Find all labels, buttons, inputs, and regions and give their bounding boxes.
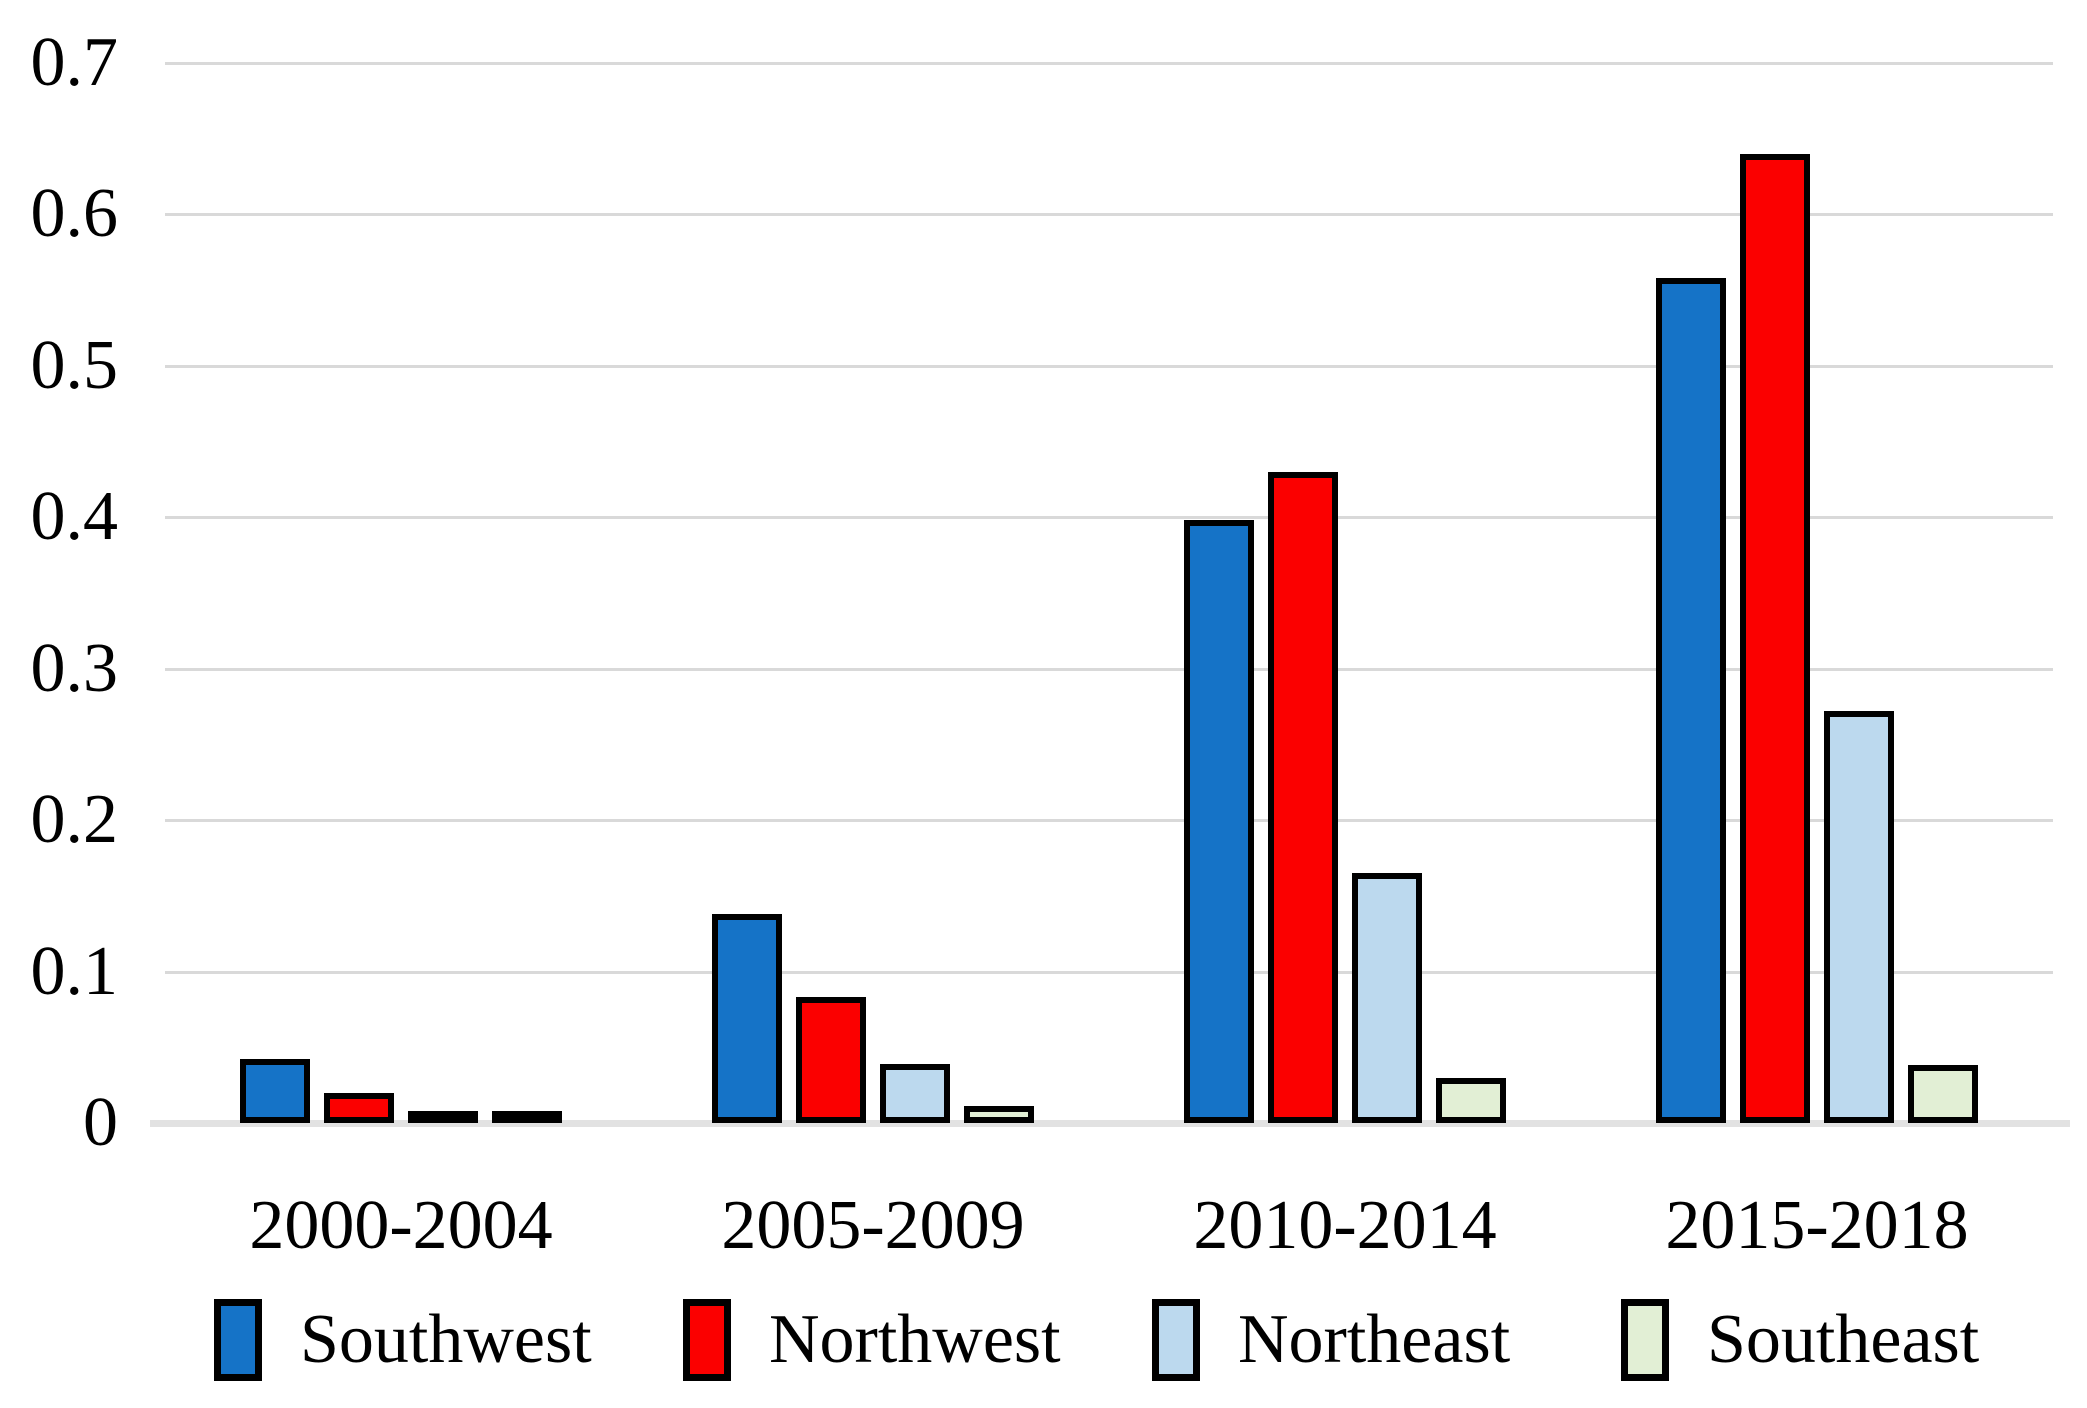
legend-item-southwest: Southwest [214,1294,592,1386]
legend-label: Northeast [1238,1301,1511,1378]
y-axis-tick-label: 0.6 [30,175,119,252]
legend-item-southeast: Southeast [1621,1294,1979,1386]
bar-northeast-2000-2004 [408,1111,478,1123]
bar-northeast-2015-2018 [1824,711,1894,1123]
legend-swatch-northeast [1152,1299,1200,1381]
bar-southeast-2015-2018 [1908,1065,1978,1123]
legend-item-northwest: Northwest [683,1294,1061,1386]
x-axis-category-label: 2005-2009 [721,1187,1025,1264]
bar-northwest-2000-2004 [324,1093,394,1123]
y-axis-tick-label: 0.2 [30,781,119,858]
y-gridline-0.4 [165,516,2053,519]
y-gridline-0.6 [165,213,2053,216]
bar-group-2015-2018 [1656,154,1978,1123]
y-gridline-0.5 [165,365,2053,368]
y-axis-tick-label: 0.1 [30,933,119,1010]
legend-label: Southwest [300,1301,592,1378]
bar-northwest-2005-2009 [796,997,866,1123]
bar-group-2000-2004 [240,1059,562,1123]
bar-group-2010-2014 [1184,472,1506,1123]
bar-northwest-2010-2014 [1268,472,1338,1123]
y-gridline-0.3 [165,668,2053,671]
bar-northeast-2010-2014 [1352,873,1422,1123]
y-gridline-0.7 [165,62,2053,65]
bar-southeast-2005-2009 [964,1106,1034,1123]
y-axis-tick-label: 0.4 [30,478,119,555]
x-axis-category-label: 2015-2018 [1665,1187,1969,1264]
y-gridline-0.2 [165,819,2053,822]
legend-label: Southeast [1707,1301,1980,1378]
y-axis-tick-label: 0 [83,1084,118,1161]
bar-southwest-2000-2004 [240,1059,310,1123]
bar-southeast-2010-2014 [1436,1078,1506,1123]
x-axis-category-label: 2010-2014 [1193,1187,1497,1264]
x-axis-category-label: 2000-2004 [249,1187,553,1264]
bar-group-2005-2009 [712,914,1034,1123]
bar-northeast-2005-2009 [880,1064,950,1123]
legend-swatch-northwest [683,1299,731,1381]
bar-northwest-2015-2018 [1740,154,1810,1123]
y-gridline-0.1 [165,971,2053,974]
bar-southwest-2010-2014 [1184,520,1254,1123]
legend-label: Northwest [769,1301,1061,1378]
y-axis-tick-label: 0.5 [30,327,119,404]
bar-southeast-2000-2004 [492,1111,562,1123]
legend-item-northeast: Northeast [1152,1294,1510,1386]
bar-southwest-2015-2018 [1656,278,1726,1123]
legend-swatch-southeast [1621,1299,1669,1381]
y-axis-tick-label: 0.7 [30,24,119,101]
y-axis-tick-label: 0.3 [30,630,119,707]
x-axis-line [150,1120,2070,1127]
bar-southwest-2005-2009 [712,914,782,1123]
legend-swatch-southwest [214,1299,262,1381]
